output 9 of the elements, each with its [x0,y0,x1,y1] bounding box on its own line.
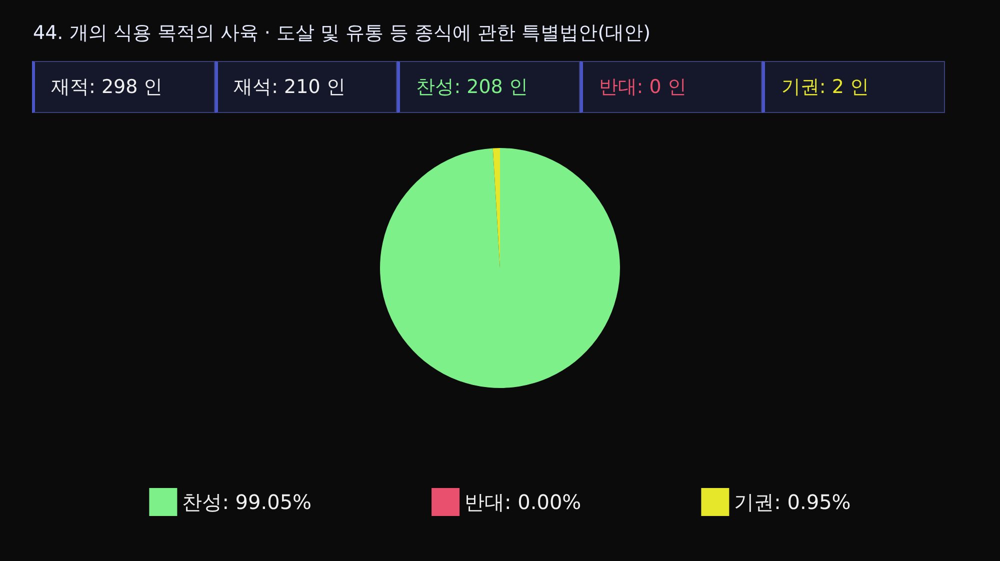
text: 기권: 2 인 [762,61,945,113]
text: 찬성: 208 인 [397,61,580,113]
legend-label: 기권: 0.95% [734,490,851,514]
text: 반대: 0 인 [580,61,762,113]
chart-title: 44. 개의 식용 목적의 사육 · 도살 및 유통 등 종식에 관한 특별법안(대안) [33,21,651,46]
text: 재적: 298 인 [32,61,215,113]
text: 재석: 210 인 [214,61,398,113]
legend-label: 반대: 0.00% [464,490,582,514]
legend-label: 찬성: 99.05% [182,490,312,514]
